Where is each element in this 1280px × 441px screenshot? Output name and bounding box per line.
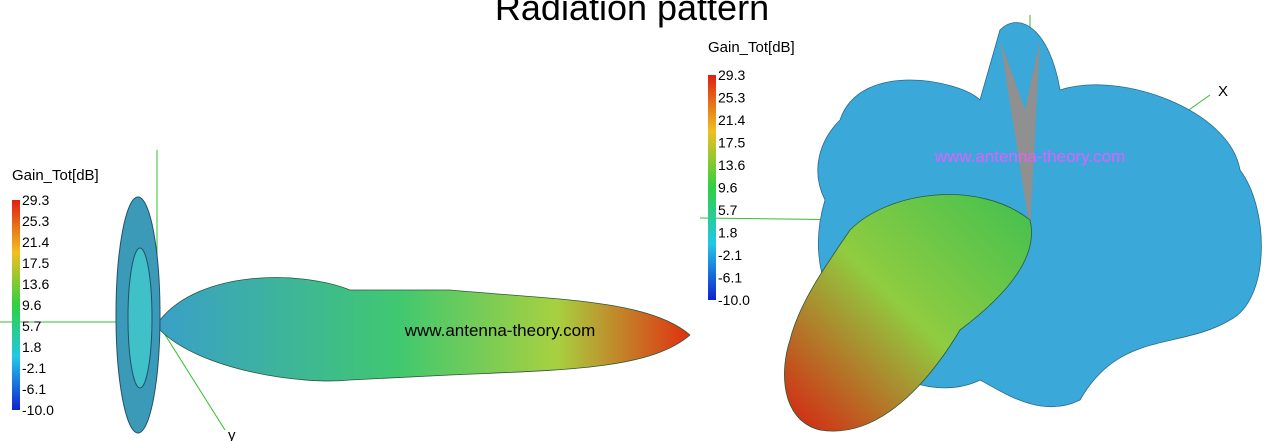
legend-label: 9.6 (22, 297, 42, 313)
watermark: www.antenna-theory.com (934, 147, 1126, 166)
axis-line (156, 321, 226, 431)
legend-label: 17.5 (718, 135, 745, 151)
legend-label: 25.3 (718, 90, 745, 106)
legend-label: 13.6 (22, 276, 49, 292)
left-plot (0, 150, 691, 434)
colorbar (12, 200, 20, 410)
disk-lobe (127, 247, 153, 389)
legend-label: 25.3 (22, 213, 49, 229)
legend-label: 17.5 (22, 255, 49, 271)
legend-label: -10.0 (718, 292, 750, 308)
legend-label: 5.7 (22, 318, 42, 334)
legend-label: -6.1 (22, 381, 46, 397)
legend-title: Gain_Tot[dB] (12, 167, 99, 184)
lobe-shadow (1000, 40, 1040, 230)
legend-label: 29.3 (718, 67, 745, 83)
legend-label: 1.8 (22, 339, 42, 355)
legend-label: -2.1 (22, 360, 46, 376)
legend-label: 9.6 (718, 180, 738, 196)
page-title: Radiation pattern (495, 0, 769, 28)
colorbar (708, 75, 716, 300)
legend-label: 21.4 (22, 234, 49, 250)
main-lobe (159, 277, 691, 382)
legend-label: -6.1 (718, 270, 742, 286)
axis-label: y (228, 427, 236, 441)
legend-label: 13.6 (718, 157, 745, 173)
watermark: www.antenna-theory.com (404, 321, 596, 340)
legend-label: -10.0 (22, 402, 54, 418)
legend-label: 29.3 (22, 192, 49, 208)
legend-label: 5.7 (718, 202, 738, 218)
legend-title: Gain_Tot[dB] (708, 39, 795, 56)
legend-label: 21.4 (718, 112, 745, 128)
legend-label: -2.1 (718, 247, 742, 263)
main-lobe (784, 194, 1032, 432)
right-plot (699, 15, 1262, 432)
axis-label: X (1218, 83, 1228, 100)
legend-label: 1.8 (718, 225, 738, 241)
